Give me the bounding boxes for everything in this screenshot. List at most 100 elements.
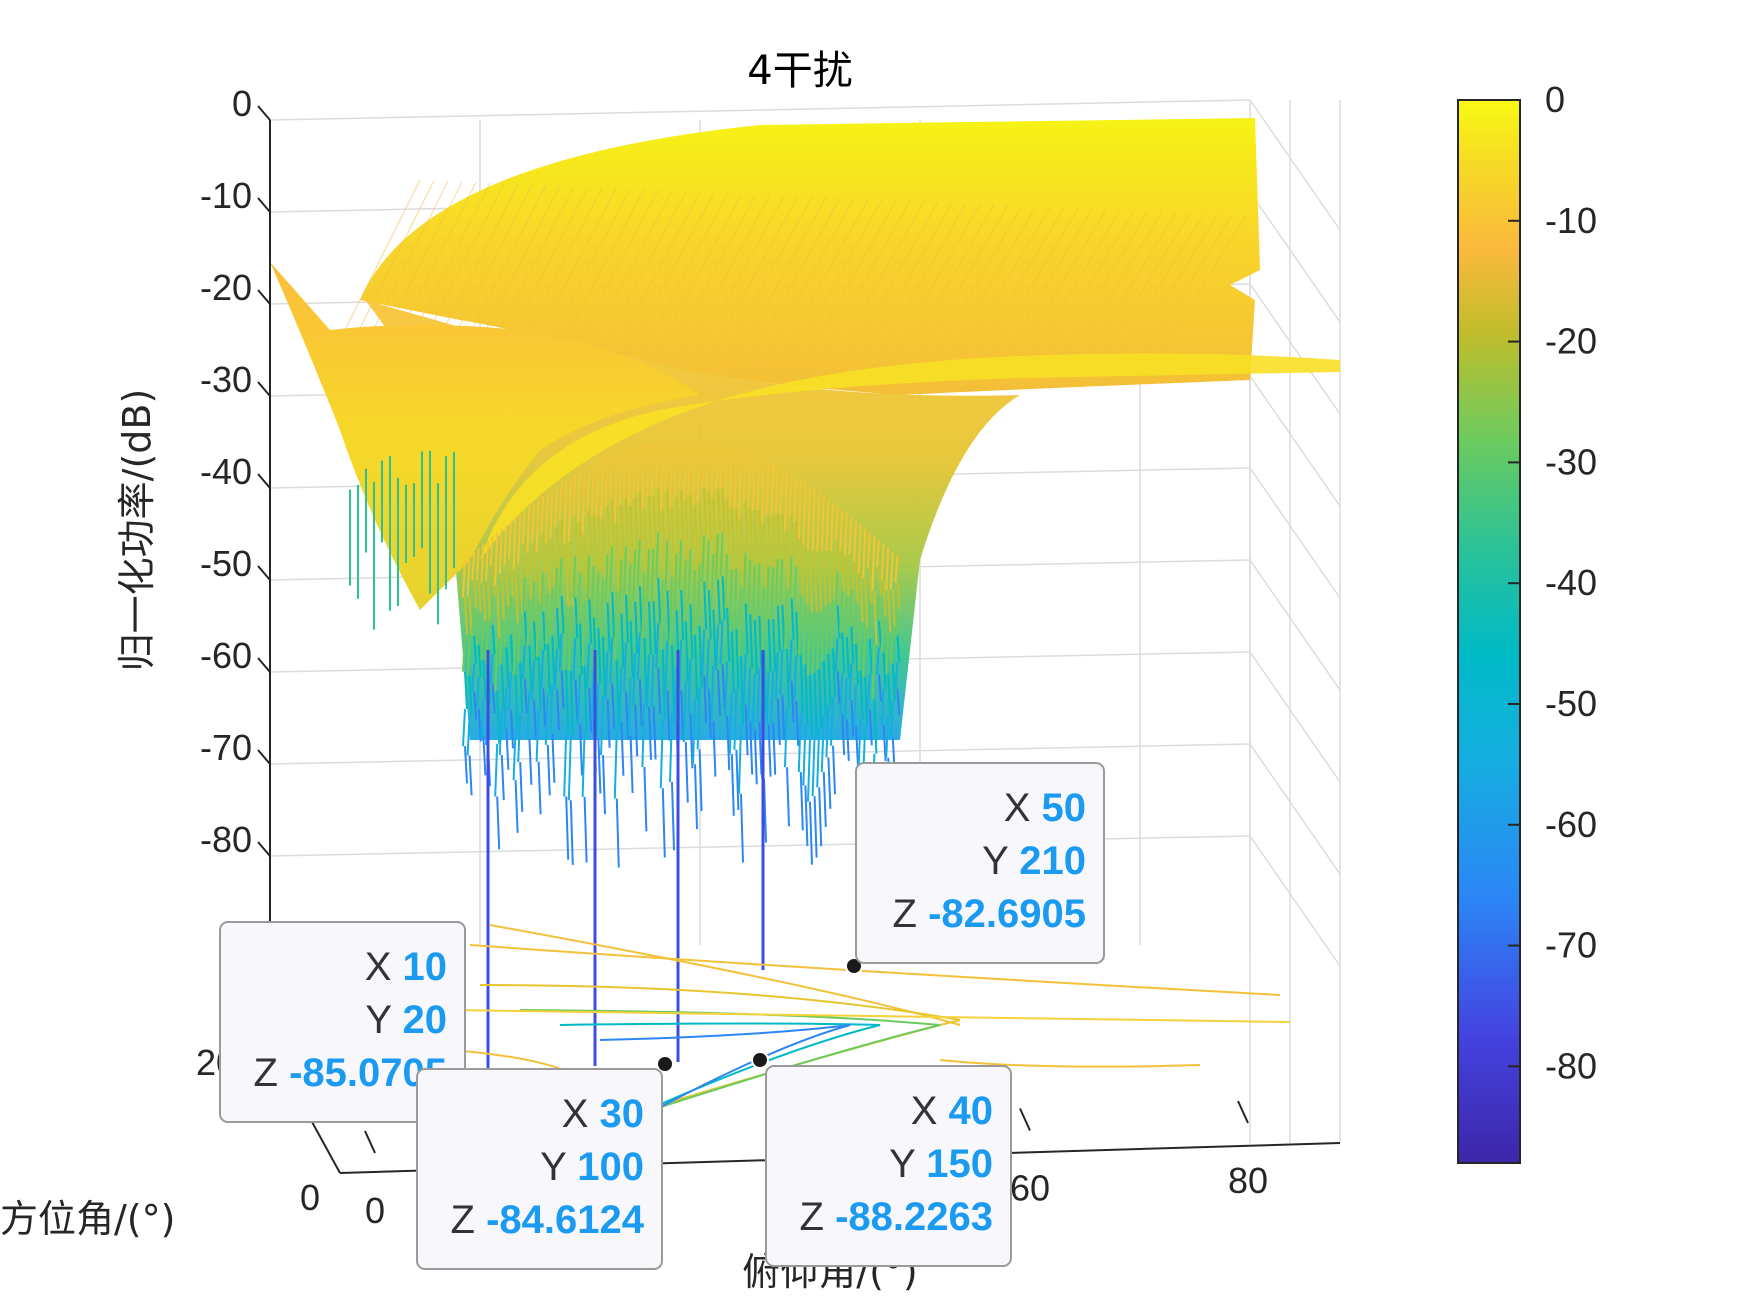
- spike-segment: [544, 593, 549, 645]
- spike-segment: [894, 555, 899, 583]
- spike-segment: [880, 688, 885, 726]
- spike-segment: [717, 670, 721, 716]
- spike-segment: [730, 631, 735, 693]
- spike-segment: [682, 681, 687, 743]
- spike-segment: [735, 508, 740, 570]
- spike-segment: [569, 671, 574, 736]
- x-tick: [1237, 1100, 1249, 1124]
- spike-segment: [876, 540, 880, 568]
- spike-segment: [650, 442, 655, 496]
- spike-segment: [609, 637, 614, 684]
- spike-segment: [701, 441, 706, 489]
- spike-segment: [652, 706, 657, 760]
- spike-segment: [749, 613, 754, 668]
- spike-segment: [473, 635, 478, 664]
- datatip-box: [416, 1068, 663, 1270]
- spike-segment: [574, 679, 579, 721]
- spike-segment: [820, 716, 825, 772]
- spike-segment: [807, 612, 811, 676]
- spike-segment: [673, 440, 678, 497]
- spike-segment: [689, 494, 694, 550]
- spike-segment: [583, 665, 588, 732]
- spike-segment: [705, 540, 710, 591]
- spike-segment: [523, 679, 528, 714]
- spike-segment: [512, 517, 517, 570]
- spike-segment: [503, 524, 508, 566]
- spike-segment: [669, 440, 673, 509]
- spike-segment: [531, 581, 535, 622]
- spike-segment: [473, 579, 478, 608]
- spike-segment: [845, 554, 850, 597]
- datatip-row: Y 20: [365, 998, 447, 1042]
- spike-segment: [827, 757, 832, 809]
- spike-segment: [625, 691, 629, 740]
- spike-segment: [648, 707, 652, 760]
- spike-segment: [648, 601, 652, 655]
- datatip-row: Y 210: [982, 839, 1086, 883]
- datatip-marker: [656, 1055, 674, 1073]
- spike-segment: [687, 549, 692, 605]
- spike-segment: [480, 621, 485, 660]
- spike-segment: [807, 738, 811, 802]
- spike-segment: [680, 590, 685, 641]
- colorbar-tick-label: -30: [1545, 441, 1597, 482]
- spike-segment: [602, 518, 606, 578]
- spike-segment: [519, 662, 524, 713]
- spike-segment: [657, 577, 662, 624]
- spike-segment: [836, 539, 841, 573]
- spike-segment: [638, 492, 643, 540]
- spike-segment: [567, 477, 572, 542]
- spike-segment: [705, 639, 710, 689]
- spike-segment: [866, 674, 871, 710]
- spike-segment: [514, 780, 519, 833]
- spike-segment: [588, 510, 593, 556]
- spike-segment: [712, 609, 717, 666]
- datatip-key: X: [562, 1092, 600, 1136]
- spike-segment: [710, 442, 715, 499]
- spike-segment: [790, 681, 795, 723]
- datatip-box: [765, 1065, 1012, 1267]
- surface-plot: [270, 118, 1340, 1151]
- spike-segment: [526, 599, 531, 646]
- spike-segment: [491, 565, 496, 596]
- spike-segment: [512, 727, 517, 781]
- spike-segment: [868, 709, 873, 746]
- spike-segment: [673, 666, 678, 724]
- spike-segment: [715, 624, 719, 671]
- spike-segment: [468, 595, 473, 636]
- spike-segment: [896, 635, 901, 663]
- spike-segment: [569, 541, 574, 607]
- spike-segment: [618, 667, 623, 722]
- spike-segment: [579, 623, 583, 675]
- spike-segment: [646, 443, 650, 497]
- spike-segment: [707, 688, 712, 739]
- spike-segment: [554, 567, 558, 609]
- spike-segment: [781, 514, 786, 560]
- spike-segment: [827, 654, 832, 706]
- spike-segment: [629, 505, 634, 564]
- spike-segment: [537, 656, 542, 710]
- spike-segment: [885, 631, 890, 674]
- spike-segment: [779, 469, 784, 515]
- spike-segment: [500, 573, 505, 620]
- grid-line: [1249, 283, 1341, 415]
- spike-segment: [721, 664, 726, 709]
- colorbar-tick-label: 0: [1545, 79, 1565, 120]
- surface-spikes: [462, 439, 901, 1115]
- spike-segment: [615, 798, 620, 868]
- spike-segment: [853, 602, 857, 645]
- datatip-key: Z: [800, 1195, 836, 1239]
- z-tick: [257, 565, 271, 581]
- spike-segment: [887, 673, 892, 716]
- spike-segment: [581, 600, 586, 666]
- spike-segment: [498, 528, 503, 574]
- spike-segment: [850, 626, 855, 664]
- spike-segment: [820, 606, 825, 662]
- spike-segment: [740, 793, 744, 863]
- spike-segment: [588, 687, 593, 733]
- y-tick-label: 0: [300, 1177, 320, 1218]
- spike-segment: [797, 713, 802, 773]
- spike-segment: [569, 800, 574, 865]
- spike-segment: [692, 699, 696, 765]
- spike-segment: [811, 612, 816, 674]
